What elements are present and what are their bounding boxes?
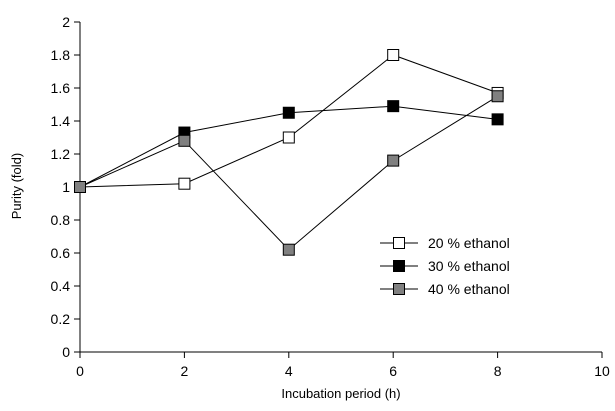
- legend-marker-3: [393, 283, 405, 295]
- data-point-series-3: [282, 243, 295, 256]
- y-tick-label: 0.8: [51, 212, 71, 228]
- data-point-series-1: [387, 49, 400, 61]
- data-point-series-3: [387, 154, 400, 167]
- legend-label-2: 30 % ethanol: [428, 258, 510, 274]
- series-line-3: [79, 95, 498, 251]
- y-tick-label: 0.4: [51, 278, 71, 294]
- series-markers: [74, 49, 504, 256]
- y-tick-label: 1.4: [51, 113, 71, 129]
- y-tick-label: 0.2: [51, 311, 71, 327]
- data-point-series-3: [178, 134, 191, 147]
- y-axis-title: Purity (fold): [9, 153, 24, 219]
- legend-label-3: 40 % ethanol: [428, 281, 510, 297]
- series-line-1: [79, 54, 498, 188]
- y-tick-label: 2: [62, 14, 70, 30]
- x-tick-label: 0: [76, 363, 84, 379]
- x-tick-label: 10: [594, 363, 610, 379]
- data-point-series-1: [282, 131, 295, 144]
- axes: 0 0.2 0.4 0.6 0.8 1 1.2 1.4 1.6 1.8 2 0 2 4 6 8 10: [51, 14, 610, 379]
- data-point-series-3: [491, 90, 504, 103]
- legend: 20 % ethanol 30 % ethanol 40 % ethanol: [380, 235, 510, 297]
- legend-marker-1: [393, 237, 405, 249]
- y-tick-label: 1.8: [51, 47, 71, 63]
- y-tick-label: 0.6: [51, 245, 71, 261]
- x-tick-label: 8: [494, 363, 502, 379]
- data-point-series-3: [74, 181, 86, 193]
- legend-marker-2: [393, 260, 405, 272]
- series-lines: [79, 54, 498, 251]
- x-tick-label: 4: [285, 363, 293, 379]
- x-tick-label: 6: [389, 363, 397, 379]
- y-tick-label: 1: [62, 179, 70, 195]
- x-axis-title: Incubation period (h): [281, 386, 400, 401]
- y-tick-label: 1.2: [51, 146, 71, 162]
- data-point-series-2: [491, 113, 504, 126]
- legend-label-1: 20 % ethanol: [428, 235, 510, 251]
- data-point-series-2: [387, 100, 400, 113]
- data-point-series-2: [282, 106, 295, 119]
- x-tick-label: 2: [181, 363, 189, 379]
- y-tick-label: 0: [62, 344, 70, 360]
- y-tick-label: 1.6: [51, 80, 71, 96]
- data-point-series-1: [178, 177, 191, 190]
